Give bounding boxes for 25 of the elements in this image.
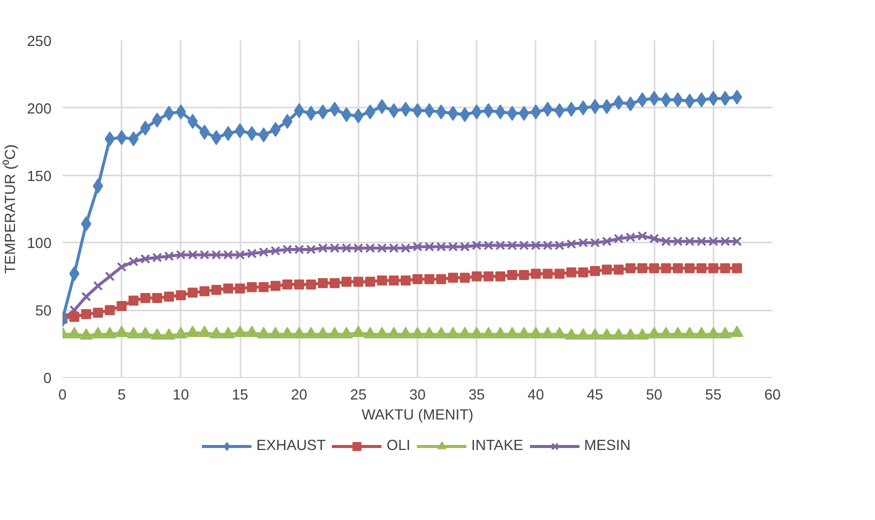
y-tick-label: 0 xyxy=(43,371,52,387)
x-axis-title: WAKTU (MENIT) xyxy=(362,408,474,424)
x-tick-label: 60 xyxy=(764,388,781,404)
x-tick-label: 20 xyxy=(291,388,308,404)
x-tick-label: 25 xyxy=(350,388,366,404)
x-tick-label: 5 xyxy=(118,388,126,404)
y-axis-title: TEMPERATUR (⁰C) xyxy=(2,144,20,274)
legend-label: MESIN xyxy=(584,438,631,454)
x-tick-label: 30 xyxy=(409,388,426,404)
y-tick-label: 250 xyxy=(27,34,52,50)
y-tick-label: 150 xyxy=(27,168,52,185)
x-tick-label: 40 xyxy=(528,388,544,404)
y-tick-label: 100 xyxy=(27,236,52,252)
x-tick-label: 15 xyxy=(232,388,248,404)
x-tick-label: 50 xyxy=(646,388,662,404)
legend-label: EXHAUST xyxy=(256,438,326,454)
x-tick-label: 10 xyxy=(172,388,189,404)
x-tick-label: 35 xyxy=(468,388,485,404)
y-tick-label: 200 xyxy=(27,101,52,118)
legend-label: OLI xyxy=(386,438,410,454)
x-tick-label: 0 xyxy=(58,388,67,404)
legend-label: INTAKE xyxy=(471,438,524,454)
x-tick-label: 55 xyxy=(705,388,722,404)
x-tick-label: 45 xyxy=(586,388,604,404)
y-tick-label: 50 xyxy=(35,304,52,320)
